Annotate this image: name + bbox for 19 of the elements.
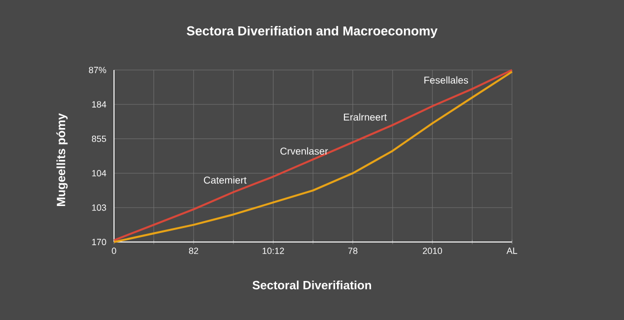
x-tick-label: 2010 [422, 248, 442, 254]
x-tick-label: 78 [348, 248, 358, 254]
text: 87% [88, 66, 106, 74]
x-tick-label: 82 [189, 248, 198, 254]
annotation: Eralrneert [344, 113, 387, 121]
chart-title: Sectora Diverifiation and Macroeconomy [186, 26, 438, 38]
text: 855 [92, 136, 106, 142]
y-axis-title: Mugeellits pómy [56, 113, 68, 206]
x-tick-label: AL [506, 248, 518, 254]
text: 104 [92, 170, 106, 176]
annotation: Crvenlaser [280, 147, 328, 155]
x-axis-title: Sectoral Diverifiation [252, 280, 372, 290]
annotation: Fesellales [424, 76, 468, 84]
text: 184 [92, 101, 106, 108]
text: 170 [92, 238, 106, 246]
x-tick-label: 10:12 [262, 248, 284, 254]
x-tick-label: 0 [112, 248, 116, 254]
annotation: Catemiert [204, 176, 247, 184]
text: 103 [92, 204, 106, 211]
